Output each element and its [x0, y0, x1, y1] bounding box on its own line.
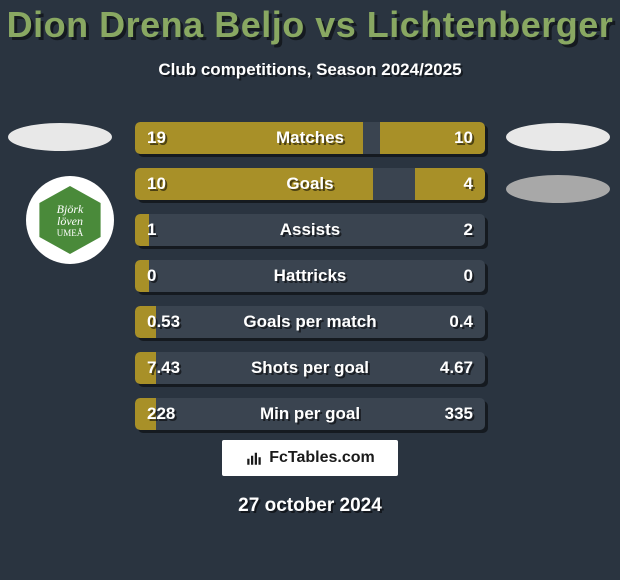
date-text: 27 october 2024: [0, 495, 620, 517]
club-oval-right-1: [506, 123, 610, 151]
stat-label: Assists: [135, 214, 485, 246]
club-oval-left-1: [8, 123, 112, 151]
stat-row-goals: 10 Goals 4: [135, 168, 485, 200]
stat-label: Shots per goal: [135, 352, 485, 384]
badge-line-3: UMEÅ: [57, 229, 84, 238]
stat-label: Hattricks: [135, 260, 485, 292]
stat-value-right: 10: [454, 122, 473, 154]
stat-value-right: 0.4: [449, 306, 473, 338]
badge-line-1: Björk: [57, 203, 84, 215]
stat-value-right: 4.67: [440, 352, 473, 384]
stat-label: Min per goal: [135, 398, 485, 430]
stat-value-right: 0: [464, 260, 473, 292]
brand-badge: FcTables.com: [222, 440, 398, 476]
stat-label: Goals: [135, 168, 485, 200]
stat-row-shots-per-goal: 7.43 Shots per goal 4.67: [135, 352, 485, 384]
stat-label: Goals per match: [135, 306, 485, 338]
bar-chart-icon: [245, 449, 263, 467]
stat-row-hattricks: 0 Hattricks 0: [135, 260, 485, 292]
stat-value-right: 2: [464, 214, 473, 246]
brand-text: FcTables.com: [269, 449, 375, 467]
stat-row-min-per-goal: 228 Min per goal 335: [135, 398, 485, 430]
stat-bars-container: 19 Matches 10 10 Goals 4 1 Assists 2 0 H…: [135, 122, 485, 444]
stat-row-goals-per-match: 0.53 Goals per match 0.4: [135, 306, 485, 338]
club-oval-right-2: [506, 175, 610, 203]
stat-value-right: 335: [445, 398, 473, 430]
stat-row-matches: 19 Matches 10: [135, 122, 485, 154]
club-badge-left: Björk löven UMEÅ: [26, 176, 114, 264]
club-badge-shield-icon: Björk löven UMEÅ: [36, 186, 104, 254]
page-title: Dion Drena Beljo vs Lichtenberger: [0, 4, 620, 46]
stat-label: Matches: [135, 122, 485, 154]
badge-line-2: löven: [57, 215, 83, 227]
comparison-infographic: Dion Drena Beljo vs Lichtenberger Club c…: [0, 0, 620, 580]
stat-row-assists: 1 Assists 2: [135, 214, 485, 246]
stat-value-right: 4: [464, 168, 473, 200]
subtitle: Club competitions, Season 2024/2025: [0, 60, 620, 80]
